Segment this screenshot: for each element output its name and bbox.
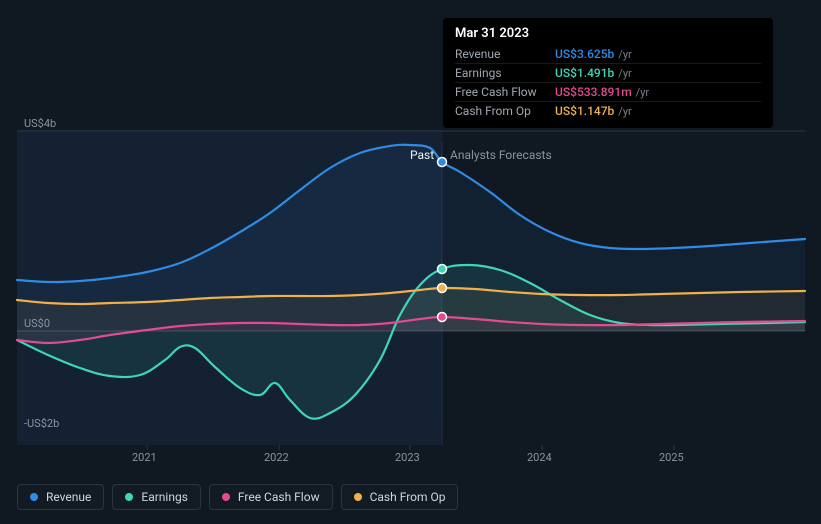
y-axis-label: US$0 bbox=[24, 317, 50, 330]
legend-label: Revenue bbox=[46, 490, 91, 504]
tooltip-row-cfo: Cash From OpUS$1.147b/yr bbox=[455, 102, 761, 120]
y-axis-label: -US$2b bbox=[24, 417, 59, 430]
marker-revenue[interactable] bbox=[438, 158, 447, 167]
tooltip-series-label: Earnings bbox=[455, 66, 555, 80]
tooltip-series-value: US$533.891m bbox=[555, 85, 632, 99]
x-axis-label: 2022 bbox=[264, 451, 289, 464]
forecast-label: Analysts Forecasts bbox=[450, 148, 552, 162]
legend-dot-icon bbox=[222, 493, 230, 501]
x-axis-label: 2023 bbox=[395, 451, 420, 464]
tooltip-row-revenue: RevenueUS$3.625b/yr bbox=[455, 45, 761, 64]
tooltip-date: Mar 31 2023 bbox=[455, 26, 761, 41]
chart-legend: Revenue Earnings Free Cash Flow Cash From O… bbox=[17, 484, 458, 510]
legend-dot-icon bbox=[125, 493, 133, 501]
chart-tooltip: Mar 31 2023 RevenueUS$3.625b/yrEarningsU… bbox=[443, 18, 773, 128]
y-axis-label: US$4b bbox=[24, 117, 56, 130]
legend-dot-icon bbox=[354, 493, 362, 501]
legend-item-cfo[interactable]: Cash From Op bbox=[341, 484, 459, 510]
legend-dot-icon bbox=[30, 493, 38, 501]
tooltip-series-unit: /yr bbox=[618, 67, 631, 80]
tooltip-series-unit: /yr bbox=[618, 48, 631, 61]
tooltip-series-label: Cash From Op bbox=[455, 104, 555, 118]
marker-earnings[interactable] bbox=[438, 265, 447, 274]
marker-fcf[interactable] bbox=[438, 313, 447, 322]
past-label: Past bbox=[410, 148, 434, 162]
x-axis-label: 2025 bbox=[659, 451, 684, 464]
tooltip-row-earnings: EarningsUS$1.491b/yr bbox=[455, 64, 761, 83]
tooltip-series-label: Free Cash Flow bbox=[455, 85, 555, 99]
x-axis-label: 2024 bbox=[527, 451, 552, 464]
tooltip-series-unit: /yr bbox=[636, 86, 649, 99]
tooltip-series-value: US$1.491b bbox=[555, 66, 614, 80]
legend-item-fcf[interactable]: Free Cash Flow bbox=[209, 484, 333, 510]
tooltip-series-unit: /yr bbox=[618, 105, 631, 118]
legend-label: Free Cash Flow bbox=[238, 490, 320, 504]
tooltip-series-label: Revenue bbox=[455, 47, 555, 61]
tooltip-series-value: US$1.147b bbox=[555, 104, 614, 118]
marker-cfo[interactable] bbox=[438, 284, 447, 293]
legend-item-earnings[interactable]: Earnings bbox=[112, 484, 201, 510]
legend-label: Cash From Op bbox=[370, 490, 446, 504]
tooltip-row-fcf: Free Cash FlowUS$533.891m/yr bbox=[455, 83, 761, 102]
legend-item-revenue[interactable]: Revenue bbox=[17, 484, 104, 510]
tooltip-series-value: US$3.625b bbox=[555, 47, 614, 61]
financial-forecast-chart: Mar 31 2023 RevenueUS$3.625b/yrEarningsU… bbox=[0, 0, 821, 524]
legend-label: Earnings bbox=[141, 490, 188, 504]
x-axis-label: 2021 bbox=[132, 451, 157, 464]
